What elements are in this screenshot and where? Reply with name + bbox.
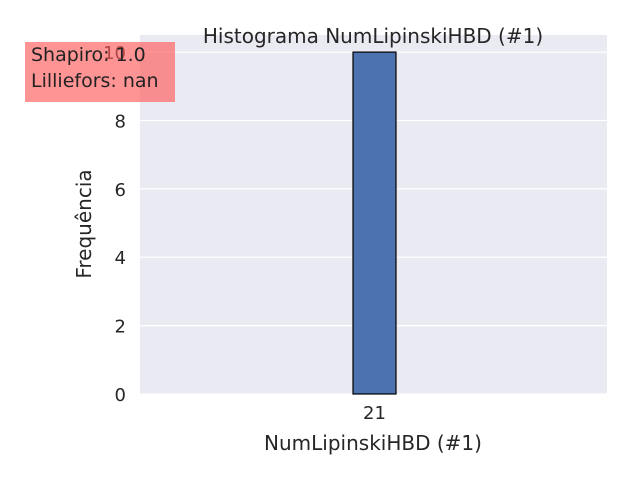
- shapiro-stat: Shapiro: 1.0: [31, 44, 146, 66]
- histogram-bar: [352, 51, 397, 395]
- y-tick-label: 2: [115, 317, 126, 338]
- x-axis-label: NumLipinskiHBD (#1): [264, 431, 482, 455]
- bars: [352, 51, 397, 395]
- y-axis-label: Frequência: [72, 169, 96, 278]
- chart-title: Histograma NumLipinskiHBD (#1): [203, 24, 543, 48]
- x-tick-labels: 21: [363, 403, 386, 424]
- y-tick-label: 0: [115, 385, 126, 406]
- y-tick-label: 4: [115, 248, 126, 269]
- normality-stats-box: Shapiro: 1.0 Lilliefors: nan: [25, 42, 175, 102]
- x-tick-label: 21: [363, 403, 386, 424]
- y-tick-label: 8: [115, 111, 126, 132]
- lilliefors-stat: Lilliefors: nan: [31, 70, 159, 92]
- y-tick-label: 6: [115, 180, 126, 201]
